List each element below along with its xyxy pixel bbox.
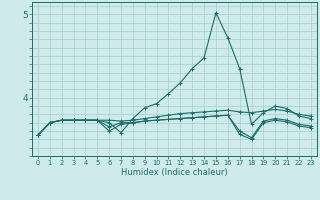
X-axis label: Humidex (Indice chaleur): Humidex (Indice chaleur)	[121, 168, 228, 177]
